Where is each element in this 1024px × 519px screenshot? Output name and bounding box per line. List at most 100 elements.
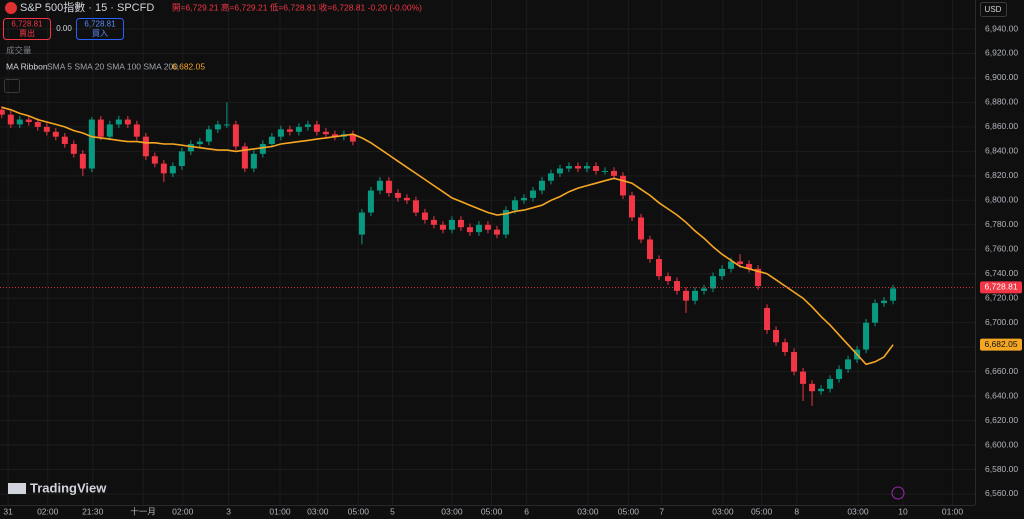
- candle-body: [52, 131, 59, 137]
- events-icon[interactable]: [891, 486, 905, 500]
- candle-body: [610, 170, 617, 176]
- x-tick-label: 01:00: [269, 506, 291, 516]
- candle-body: [647, 239, 653, 260]
- candle-body: [322, 131, 329, 135]
- x-tick-label: 03:00: [441, 506, 463, 516]
- candle-body: [674, 281, 681, 291]
- y-tick-label: 6,940.00: [985, 23, 1018, 33]
- candle-body: [358, 212, 365, 235]
- ma-line: [1, 106, 894, 366]
- last-price-box: [980, 281, 1022, 294]
- candle-body: [412, 200, 419, 213]
- x-tick-label: 10: [898, 506, 908, 516]
- candle-body: [286, 129, 293, 132]
- candle-body: [845, 359, 852, 370]
- candle-body: [809, 383, 816, 392]
- candle-body: [583, 166, 590, 169]
- candle-body: [782, 342, 789, 353]
- plot: [0, 102, 975, 406]
- candle-body: [196, 141, 203, 145]
- collapse-button[interactable]: [4, 79, 20, 93]
- candle-body: [565, 166, 572, 169]
- candle-body: [151, 156, 158, 164]
- candle-body: [773, 330, 780, 343]
- candle-body: [124, 119, 131, 125]
- sell-price: 6,728.81: [11, 20, 43, 29]
- x-tick-label: 05:00: [618, 506, 640, 516]
- candle-body: [187, 144, 194, 152]
- candle-body: [421, 212, 428, 220]
- buy-label: 買入: [92, 29, 108, 38]
- candle-body: [511, 200, 518, 211]
- candle-body: [376, 180, 383, 191]
- x-tick-label: 31: [3, 506, 13, 516]
- x-tick-label: 03:00: [577, 506, 599, 516]
- brand: TradingView: [30, 480, 107, 495]
- x-tick-label: 5: [390, 506, 395, 516]
- candle-body: [656, 259, 663, 277]
- candle-body: [367, 190, 374, 213]
- candle-body: [592, 166, 599, 171]
- x-tick-label: 十一月: [130, 506, 156, 516]
- candle-body: [34, 121, 41, 127]
- sell-label: 賣出: [19, 28, 35, 38]
- y-tick-label: 6,900.00: [985, 72, 1018, 82]
- y-tick-label: 6,840.00: [985, 146, 1018, 156]
- sell-button[interactable]: [3, 18, 51, 40]
- candle-body: [214, 124, 221, 130]
- ohlc-values: 開=6,729.21 高=6,729.21 低=6,728.81 收=6,728…: [172, 2, 422, 12]
- candle-body: [863, 322, 870, 350]
- candle-body: [728, 261, 735, 269]
- candle-body: [16, 119, 23, 125]
- y-tick-label: 6,920.00: [985, 48, 1018, 58]
- buy-button[interactable]: [76, 18, 124, 40]
- x-tick-label: 05:00: [751, 506, 773, 516]
- candle-body: [746, 263, 753, 269]
- candle-body: [556, 168, 563, 174]
- y-tick-label: 6,880.00: [985, 97, 1018, 107]
- candle-body: [232, 124, 239, 147]
- x-tick-label: 21:30: [82, 506, 104, 516]
- candle-body: [97, 119, 104, 137]
- candle-body: [791, 352, 798, 372]
- x-tick-label: 03:00: [307, 506, 329, 516]
- axes: 6,560.00 6,580.00 6,600.00 6,620.00 6,640.00…: [3, 23, 1022, 516]
- x-tick-label: 6: [524, 506, 529, 516]
- volume-label: 成交量: [6, 45, 32, 55]
- candle-body: [872, 303, 879, 323]
- currency-button[interactable]: [980, 2, 1007, 17]
- candle-body: [637, 217, 644, 240]
- candle-body: [277, 129, 284, 137]
- candle-body: [106, 124, 113, 137]
- candle-body: [241, 146, 248, 169]
- ma-price-box: [980, 338, 1022, 351]
- y-tick-label: 6,580.00: [985, 464, 1018, 474]
- candle-body: [737, 261, 744, 264]
- grid: [0, 0, 975, 505]
- candle-body: [250, 153, 257, 169]
- candle-body: [205, 129, 212, 142]
- candle-body: [683, 290, 690, 301]
- indicator-value: 6,682.05: [172, 61, 205, 71]
- y-tick-label: 6,780.00: [985, 219, 1018, 229]
- y-tick-label: 6,720.00: [985, 292, 1018, 302]
- ma-price-label: 6,682.05: [984, 339, 1017, 349]
- y-tick-label: 6,560.00: [985, 488, 1018, 498]
- x-tick-label: 8: [794, 506, 799, 516]
- candle-body: [719, 268, 726, 277]
- candle-body: [403, 197, 410, 201]
- candle-body: [764, 307, 771, 331]
- y-tick-label: 6,660.00: [985, 366, 1018, 376]
- x-tick-label: 02:00: [172, 506, 194, 516]
- currency: USD: [985, 5, 1002, 14]
- header: S&P 500指數 · 15 · SPCFD 開=6,729.21 高=6,72…: [3, 0, 1007, 500]
- candle-body: [665, 276, 672, 282]
- y-tick-label: 6,600.00: [985, 439, 1018, 449]
- candle-body: [601, 170, 608, 172]
- x-tick-label: 03:00: [847, 506, 869, 516]
- candle-body: [430, 219, 437, 225]
- candle-body: [628, 195, 635, 218]
- indicator-name: MA Ribbon: [6, 61, 48, 71]
